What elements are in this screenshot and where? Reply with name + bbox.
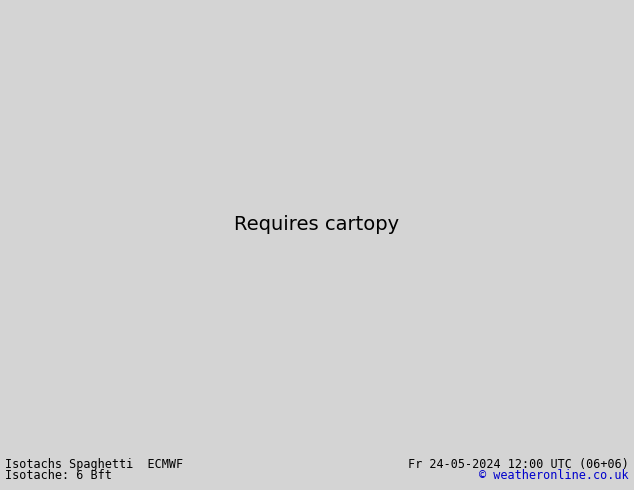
Text: © weatheronline.co.uk: © weatheronline.co.uk: [479, 469, 629, 482]
Text: Isotachs Spaghetti  ECMWF: Isotachs Spaghetti ECMWF: [5, 458, 183, 471]
Text: Requires cartopy: Requires cartopy: [235, 216, 399, 234]
Text: Isotache: 6 Bft: Isotache: 6 Bft: [5, 469, 112, 482]
Text: Fr 24-05-2024 12:00 UTC (06+06): Fr 24-05-2024 12:00 UTC (06+06): [408, 458, 629, 471]
